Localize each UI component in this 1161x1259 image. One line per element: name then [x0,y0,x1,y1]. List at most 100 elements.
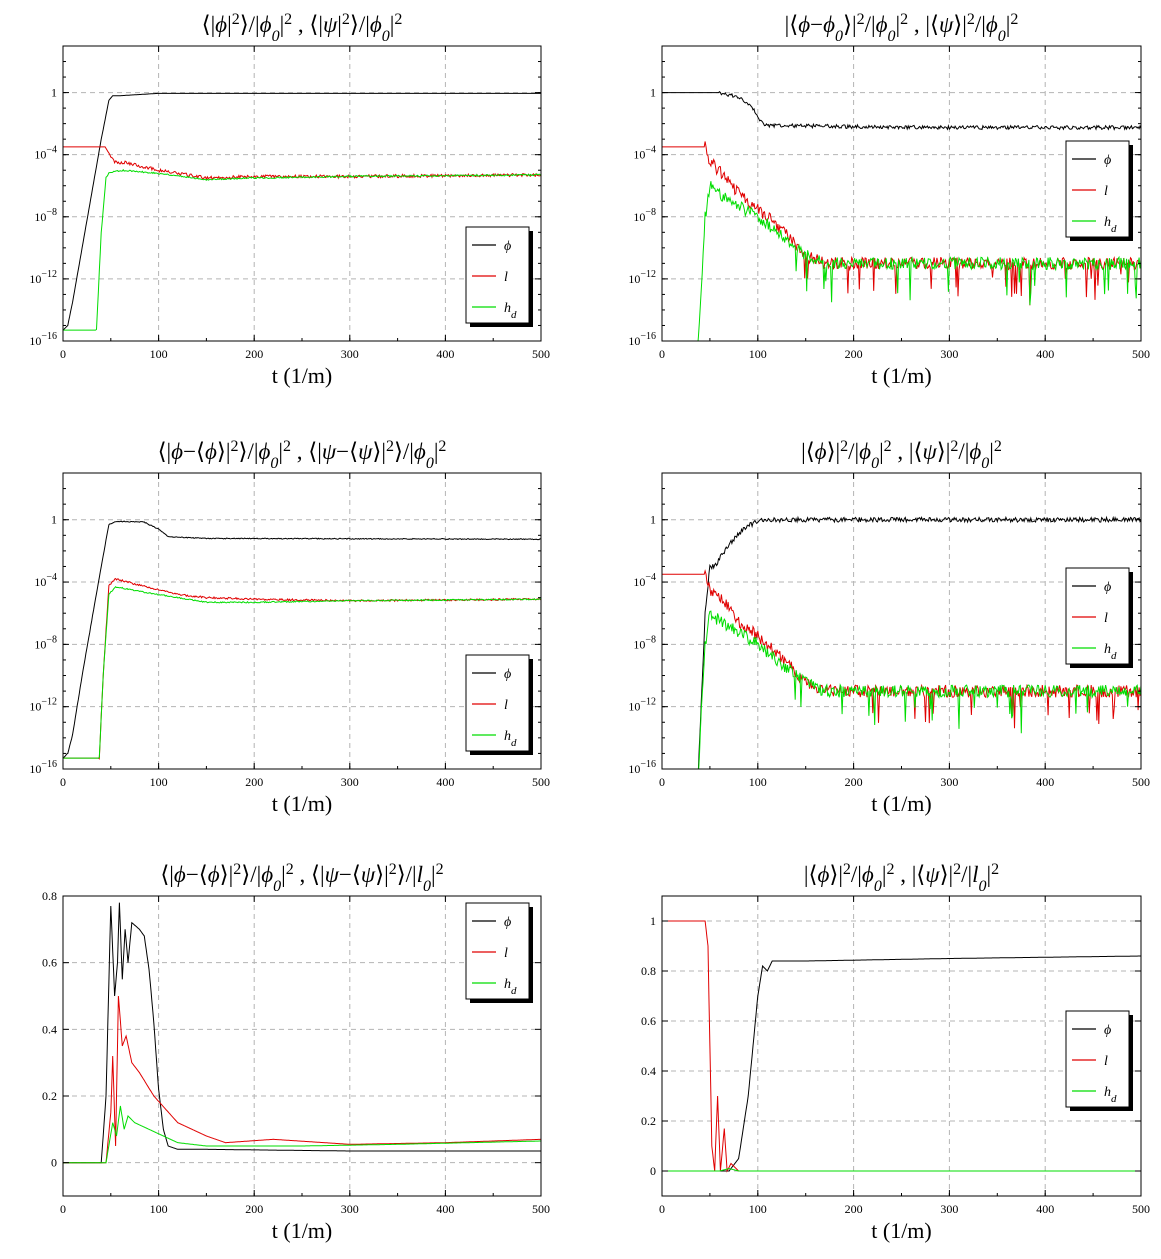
y-tick-label: 0.6 [641,1014,656,1028]
legend-box [465,226,530,324]
series-line-hd [63,585,541,759]
legend-label-l: l [1104,1054,1108,1069]
y-tick-label: 10−16 [628,331,656,348]
y-tick-label: 0 [650,1164,656,1178]
x-tick-label: 400 [1036,347,1054,361]
series-line-hd [63,168,541,331]
x-axis-label: t (1/m) [871,791,932,816]
x-tick-label: 0 [659,775,665,789]
legend-label-l: l [504,946,508,961]
series-line-phi [662,955,1141,1172]
y-tick-label: 10−12 [628,269,656,286]
legend: ϕ l hd [1065,567,1133,668]
y-tick-label: 0.4 [42,1022,57,1036]
chart-title: ⟨|ϕ|2⟩/|ϕ0|2 , ⟨|ψ|2⟩/|ϕ0|2 [202,11,403,45]
y-tick-label: 10−16 [29,331,57,348]
chart-panel-3: 0 100 200 300 400 500 10−16 10−12 10−8 10−4 1 t (1/… [29,438,550,817]
chart-title: |⟨ϕ−ϕ0⟩|2/|ϕ0|2 , |⟨ψ⟩|2/|ϕ0|2 [785,11,1019,45]
legend-label-hd: hd [1104,215,1117,235]
x-tick-label: 500 [1132,775,1150,789]
chart-title: ⟨|ϕ−⟨ϕ⟩|2⟩/|ϕ0|2 , ⟨|ψ−⟨ψ⟩|2⟩/|ϕ0|2 [158,438,447,472]
x-axis-label: t (1/m) [871,1218,932,1243]
legend-label-l: l [1104,184,1108,199]
x-tick-label: 100 [150,775,168,789]
chart-panel-4: 0 100 200 300 400 500 10−16 10−12 10−8 10−4 1 t (1/… [628,438,1150,817]
legend-label-phi: ϕ [504,239,511,254]
chart-panel-6: 0 100 200 300 400 500 0 0.2 0.4 0.6 0.8 1 t (1/m) |⟨ϕ… [641,861,1150,1244]
legend-box [465,902,530,1000]
x-tick-label: 500 [1132,1202,1150,1216]
legend-label-hd: hd [504,301,517,321]
y-tick-label: 1 [51,513,57,527]
x-tick-label: 100 [749,347,767,361]
legend-label-phi: ϕ [504,667,511,682]
y-tick-label: 1 [650,86,656,100]
legend: ϕ l hd [1065,140,1133,241]
series-line-phi [63,902,541,1164]
x-tick-label: 0 [659,1202,665,1216]
x-tick-label: 300 [341,775,359,789]
x-tick-label: 300 [341,1202,359,1216]
y-tick-label: 0 [51,1156,57,1170]
y-tick-label: 10−4 [34,572,57,589]
x-axis-label: t (1/m) [272,791,333,816]
x-tick-label: 200 [245,347,263,361]
legend-label-phi: ϕ [504,915,511,930]
chart-title: |⟨ϕ⟩|2/|ϕ0|2 , |⟨ψ⟩|2/|l0|2 [804,861,999,895]
series-line-hd [662,1167,1141,1172]
x-tick-label: 400 [436,347,454,361]
legend-box [1065,1010,1130,1108]
x-tick-label: 300 [341,347,359,361]
x-tick-label: 500 [532,1202,550,1216]
y-tick-label: 10−16 [628,759,656,776]
x-tick-label: 300 [940,347,958,361]
legend-label-hd: hd [504,977,517,997]
x-tick-label: 100 [749,775,767,789]
legend: ϕ l hd [1065,1010,1133,1111]
series-line-hd [63,1105,541,1164]
x-tick-label: 500 [1132,347,1150,361]
x-tick-label: 100 [150,347,168,361]
x-tick-label: 100 [749,1202,767,1216]
y-tick-label: 0.8 [641,964,656,978]
x-tick-label: 400 [1036,775,1054,789]
x-tick-label: 200 [845,1202,863,1216]
legend: ϕ l hd [465,226,533,327]
x-tick-label: 200 [245,1202,263,1216]
legend-box [1065,140,1130,238]
legend-label-phi: ϕ [1104,1023,1111,1038]
y-tick-label: 0.8 [42,889,57,903]
series-line-l [63,995,541,1164]
x-axis-label: t (1/m) [871,363,932,388]
legend-label-hd: hd [1104,1085,1117,1105]
y-tick-label: 10−8 [633,634,656,651]
x-tick-label: 400 [1036,1202,1054,1216]
series-line-phi [662,91,1141,131]
y-tick-label: 10−8 [633,207,656,224]
x-tick-label: 400 [436,1202,454,1216]
y-tick-label: 1 [650,914,656,928]
legend-label-l: l [1104,611,1108,626]
x-tick-label: 100 [150,1202,168,1216]
series-line-phi [63,520,541,759]
x-tick-label: 0 [60,1202,66,1216]
y-tick-label: 1 [51,86,57,100]
y-tick-label: 10−16 [29,759,57,776]
chart-panel-1: 0 100 200 300 400 500 10−16 10−12 10−8 10−4 1 t (1/… [29,11,550,389]
x-tick-label: 0 [659,347,665,361]
series-line-phi [63,92,541,331]
y-tick-label: 10−4 [633,572,656,589]
y-tick-label: 0.2 [641,1114,656,1128]
y-tick-label: 10−12 [29,697,57,714]
legend-label-hd: hd [1104,642,1117,662]
legend-label-l: l [504,698,508,713]
legend-label-phi: ϕ [1104,153,1111,168]
legend-label-hd: hd [504,729,517,749]
y-tick-label: 0.6 [42,956,57,970]
legend-label-phi: ϕ [1104,580,1111,595]
y-tick-label: 1 [650,513,656,527]
y-tick-label: 10−8 [34,207,57,224]
legend-box [1065,567,1130,665]
x-tick-label: 200 [245,775,263,789]
